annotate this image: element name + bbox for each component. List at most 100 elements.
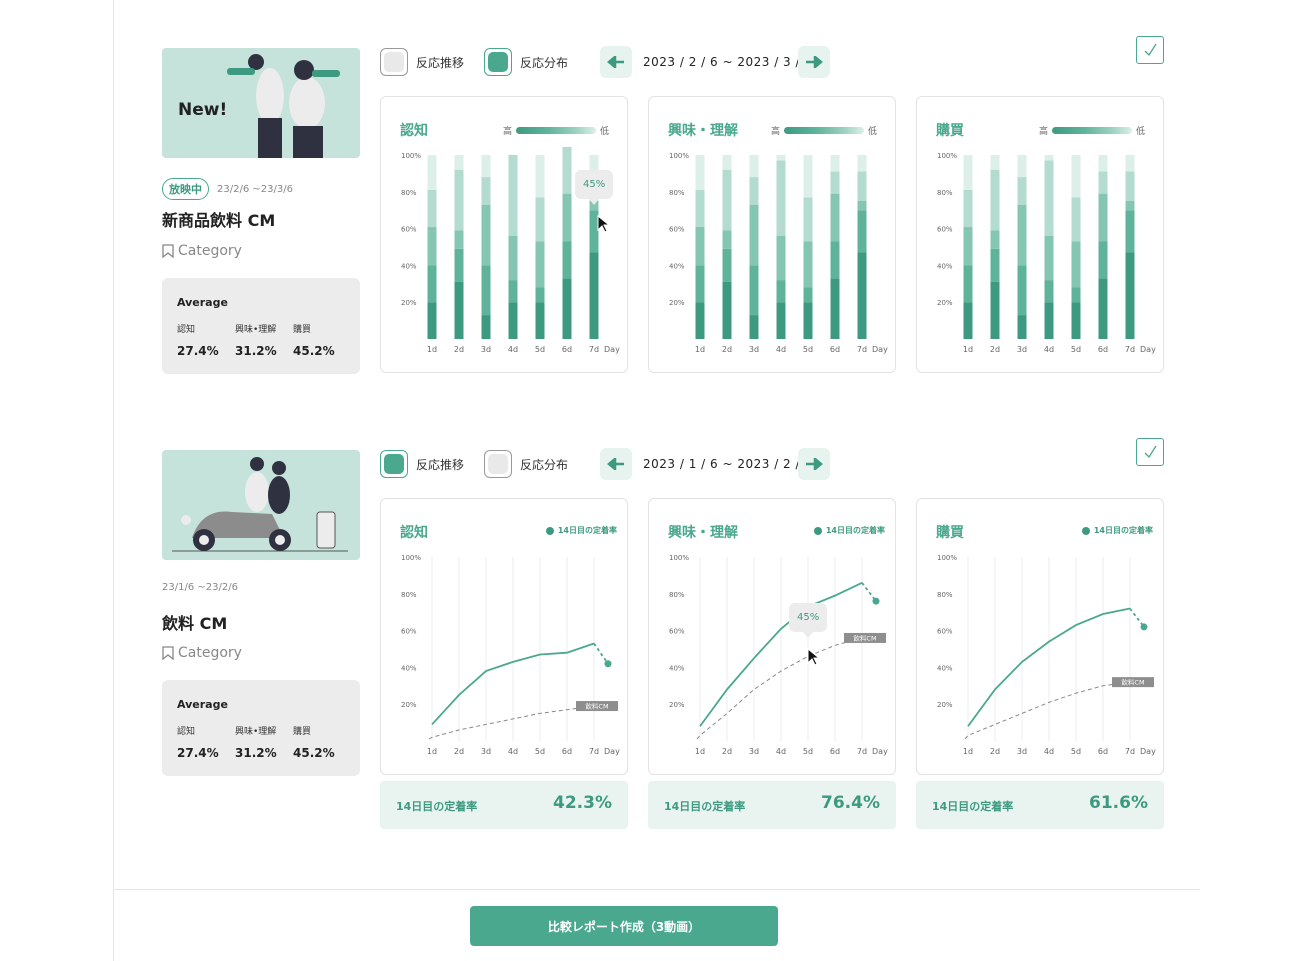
bar-segment (1017, 265, 1027, 316)
toggle-trend[interactable]: 反応推移 (380, 450, 464, 478)
bar-segment (562, 193, 572, 242)
chart-title: 購買 (936, 123, 964, 139)
next-period-button[interactable] (798, 448, 830, 480)
average-item: 購買 45.2% (293, 322, 335, 358)
date-range: 2023 / 1 / 6 ~ 2023 / 2 / 6 (643, 457, 813, 471)
x-tick-label: 7d (589, 747, 599, 756)
bar-segment (830, 241, 840, 279)
toggle-box[interactable] (380, 450, 408, 478)
bar-segment (481, 265, 491, 316)
line-chart: 100% 80% 60% 40% 20% 1d 2d 3d 4d 5d 6d 7d Day 飲料CM (669, 554, 888, 756)
chart-card-purchase: 購買 高低 100% 80% 60% 40% 20% 1d 2d 3d 4d 5d 6d 7d Day (916, 96, 1164, 373)
toggle-box[interactable] (484, 450, 512, 478)
video-title: 新商品飲料 CM (162, 211, 276, 230)
y-tick-label: 100% (401, 554, 421, 562)
y-tick-label: 100% (937, 554, 957, 562)
toggle-distribution[interactable]: 反応分布 (484, 48, 568, 76)
chart-title: 興味・理解 (668, 123, 738, 139)
status-row: 23/1/6 ~23/2/6 (162, 582, 238, 593)
projection-line (1129, 607, 1145, 628)
day14-legend: 14日目の定着率 (545, 525, 617, 536)
x-tick-label: 6d (830, 747, 840, 756)
bar-segment (454, 281, 464, 339)
series-line (967, 607, 1131, 727)
toggle-box[interactable] (380, 48, 408, 76)
y-tick-label: 40% (401, 262, 417, 270)
bar-segment (562, 241, 572, 279)
legend-label: 14日目の定着率 (1093, 526, 1153, 535)
y-tick-label: 60% (401, 226, 417, 234)
summary-value: 61.6% (1089, 793, 1148, 813)
x-tick-label: 4d (1044, 747, 1054, 756)
toggle-box[interactable] (484, 48, 512, 76)
period-text: 23/1/6 ~23/2/6 (162, 582, 238, 593)
toggle-trend[interactable]: 反応推移 (380, 48, 464, 76)
bar-segment (1098, 193, 1108, 242)
bar-segment (535, 302, 545, 339)
bar-segment (1125, 252, 1135, 339)
bar-segment (1071, 241, 1081, 288)
bar-segment (722, 281, 732, 339)
video-thumbnail[interactable] (162, 450, 360, 560)
bar-segment (481, 177, 491, 205)
y-tick-label: 80% (401, 591, 417, 599)
y-tick-label: 80% (937, 591, 953, 599)
prev-period-button[interactable] (600, 448, 632, 480)
bar-chart: 100% 80% 60% 40% 20% 1d 2d 3d 4d 5d 6d 7d Day (401, 147, 620, 354)
toggle-distribution[interactable]: 反応分布 (484, 450, 568, 478)
x-tick-label: 7d (857, 345, 867, 354)
bar-segment (722, 248, 732, 282)
bar-segment (508, 280, 518, 303)
category-link[interactable]: Category (162, 243, 242, 259)
bar-segment (1017, 155, 1027, 178)
value-tooltip: 45% (575, 170, 614, 205)
bar-segment (749, 265, 759, 316)
bar-segment (963, 189, 973, 227)
video-thumbnail[interactable]: New! (162, 48, 360, 158)
trend-card-purchase: 購買 14日目の定着率 100% 80% 60% 40% 20% 1d 2d 3d 4d 5d 6d… (916, 498, 1164, 775)
bar-segment (508, 302, 518, 339)
bar-segment (427, 302, 437, 339)
category-link[interactable]: Category (162, 645, 242, 661)
average-item: 購買 45.2% (293, 724, 335, 760)
select-checkbox[interactable] (1136, 438, 1164, 466)
x-tick-label: 7d (1125, 747, 1135, 756)
new-label: New! (178, 100, 228, 120)
x-tick-label: 6d (562, 345, 572, 354)
bar-segment (535, 287, 545, 303)
bar-segment (803, 302, 813, 339)
legend-low: 低 (599, 127, 609, 137)
x-tick-label: 5d (803, 345, 813, 354)
average-item: 認知 27.4% (177, 724, 219, 760)
legend-label: 14日目の定着率 (825, 526, 885, 535)
y-tick-label: 60% (669, 226, 685, 234)
x-tick-label: 3d (749, 345, 759, 354)
next-period-button[interactable] (798, 46, 830, 78)
x-tick-label: 4d (1044, 345, 1054, 354)
x-tick-label: 7d (589, 345, 599, 354)
mouse-cursor-icon (597, 215, 609, 233)
bar-segment (1098, 278, 1108, 339)
scale-legend: 高低 (1039, 124, 1145, 137)
bar-segment (776, 302, 786, 339)
y-tick-label: 60% (401, 628, 417, 636)
bar-segment (589, 252, 599, 339)
bar-segment (830, 278, 840, 339)
bar-segment (695, 155, 705, 190)
select-checkbox[interactable] (1136, 36, 1164, 64)
x-tick-label: 2d (990, 345, 1000, 354)
y-tick-label: 100% (937, 152, 957, 160)
create-comparison-report-button[interactable]: 比較レポート作成（3動画） (470, 906, 778, 946)
x-tick-label: 2d (454, 345, 464, 354)
x-tick-label: 2d (990, 747, 1000, 756)
bar-segment (857, 210, 867, 253)
bar-segment (990, 155, 1000, 170)
average-item-label: 興味•理解 (235, 727, 277, 737)
x-unit-label: Day (604, 747, 620, 756)
x-tick-label: 3d (749, 747, 759, 756)
prev-period-button[interactable] (600, 46, 632, 78)
x-tick-label: 2d (722, 345, 732, 354)
average-item: 認知 27.4% (177, 322, 219, 358)
bar-segment (695, 302, 705, 339)
x-unit-label: Day (872, 345, 888, 354)
